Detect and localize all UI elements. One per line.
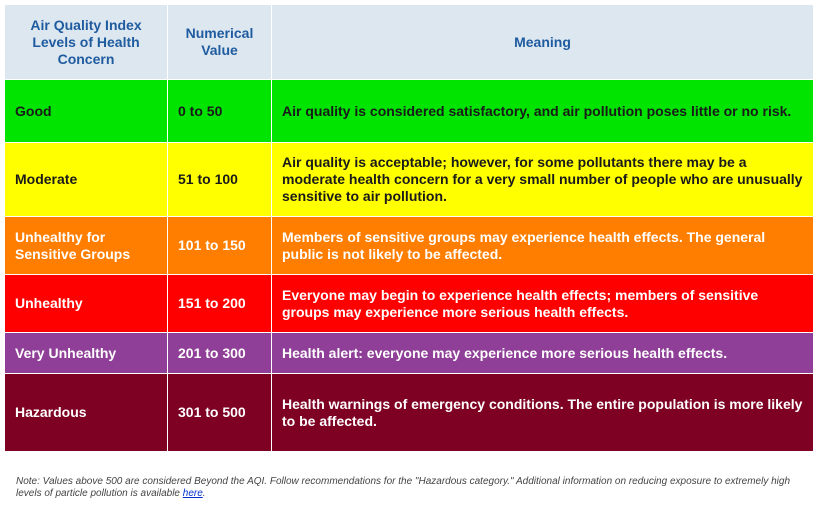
level-cell: Unhealthy for Sensitive Groups [4,216,168,275]
level-cell: Good [4,79,168,143]
table-header-row: Air Quality Index Levels of Health Conce… [4,4,814,80]
table-row: Hazardous 301 to 500 Health warnings of … [4,373,814,452]
value-cell: 151 to 200 [167,274,272,333]
value-cell: 51 to 100 [167,142,272,217]
meaning-cell: Air quality is considered satisfactory, … [271,79,814,143]
value-cell: 201 to 300 [167,332,272,374]
header-value: Numerical Value [167,4,272,80]
meaning-cell: Members of sensitive groups may experien… [271,216,814,275]
table-row: Very Unhealthy 201 to 300 Health alert: … [4,332,814,374]
meaning-cell: Everyone may begin to experience health … [271,274,814,333]
level-cell: Hazardous [4,373,168,452]
aqi-levels-table: Air Quality Index Levels of Health Conce… [4,4,814,452]
footnote: Note: Values above 500 are considered Be… [16,476,816,500]
header-level: Air Quality Index Levels of Health Conce… [4,4,168,80]
footnote-text: Note: Values above 500 are considered Be… [16,476,791,499]
table-row: Moderate 51 to 100 Air quality is accept… [4,142,814,217]
meaning-cell: Health warnings of emergency conditions.… [271,373,814,452]
table-row: Unhealthy 151 to 200 Everyone may begin … [4,274,814,333]
level-cell: Unhealthy [4,274,168,333]
meaning-cell: Health alert: everyone may experience mo… [271,332,814,374]
here-link[interactable]: here [182,488,203,499]
value-cell: 101 to 150 [167,216,272,275]
table-row: Good 0 to 50 Air quality is considered s… [4,79,814,143]
header-meaning: Meaning [271,4,814,80]
meaning-cell: Air quality is acceptable; however, for … [271,142,814,217]
value-cell: 301 to 500 [167,373,272,452]
table-row: Unhealthy for Sensitive Groups 101 to 15… [4,216,814,275]
level-cell: Moderate [4,142,168,217]
value-cell: 0 to 50 [167,79,272,143]
footnote-end: . [202,488,206,499]
level-cell: Very Unhealthy [4,332,168,374]
